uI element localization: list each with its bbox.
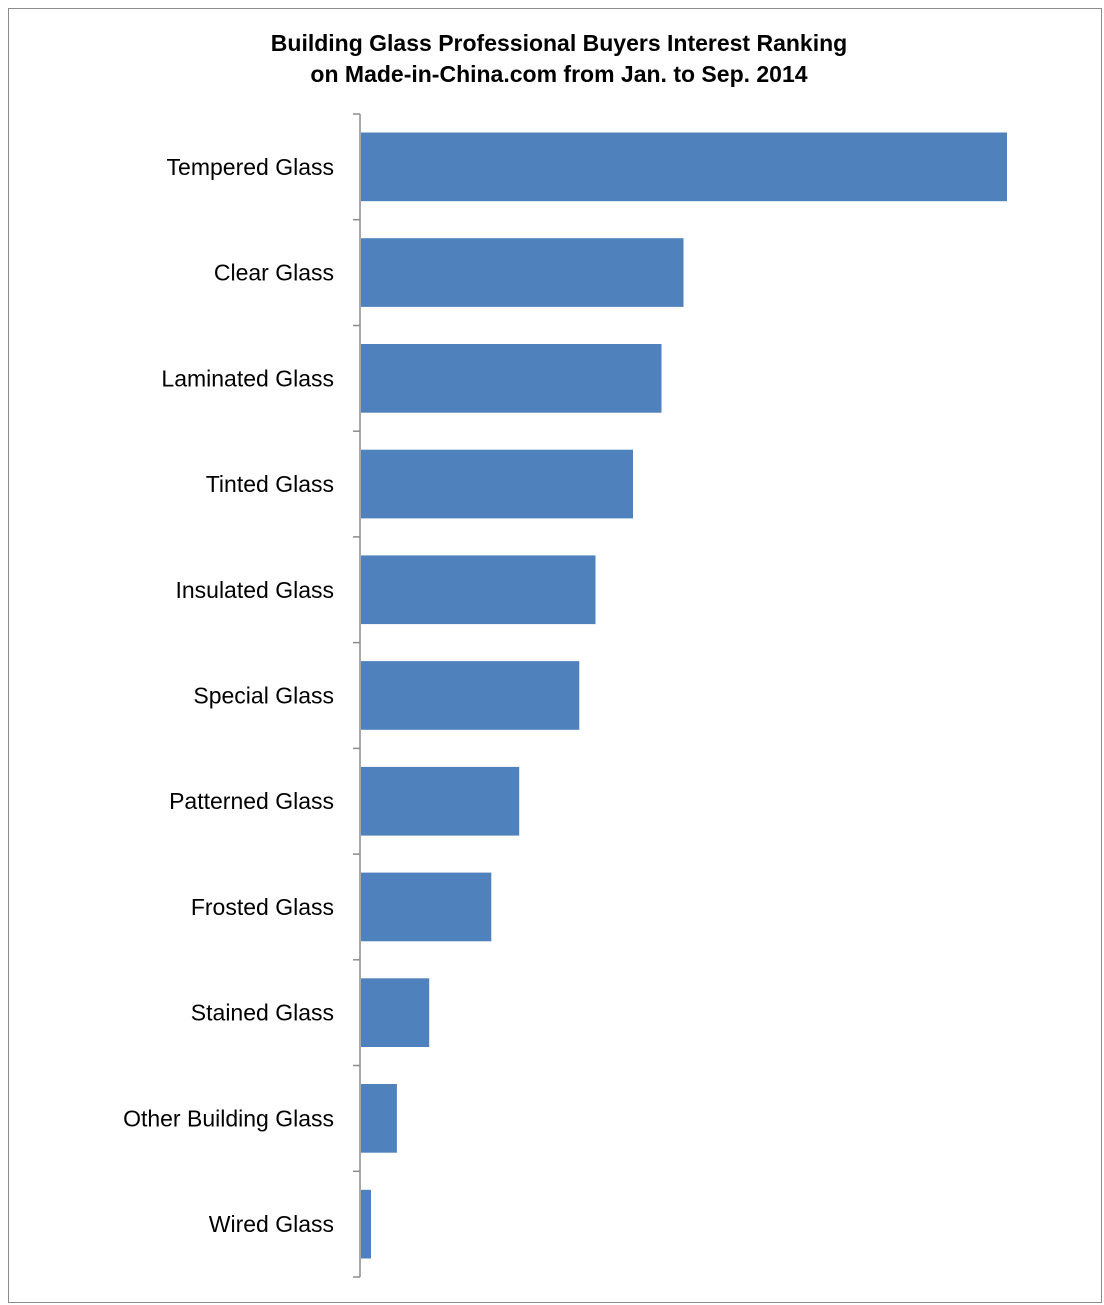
category-label: Frosted Glass <box>191 894 334 920</box>
bar-patterned-glass <box>361 766 520 836</box>
bar-special-glass <box>361 661 580 730</box>
chart-frame <box>8 8 1102 1303</box>
category-axis <box>353 113 361 1278</box>
bar-tempered-glass <box>361 132 1007 202</box>
category-label: Laminated Glass <box>161 365 334 391</box>
bars-layer <box>361 132 1007 1259</box>
bar-laminated-glass <box>361 344 662 413</box>
bar-insulated-glass <box>361 555 596 625</box>
chart-title-line-2: on Made-in-China.com from Jan. to Sep. 2… <box>310 61 807 87</box>
chart-title-line-1: Building Glass Professional Buyers Inter… <box>271 30 847 56</box>
category-label: Patterned Glass <box>169 788 334 814</box>
category-label: Tempered Glass <box>167 154 334 180</box>
category-label: Other Building Glass <box>123 1105 334 1131</box>
bar-clear-glass <box>361 238 684 307</box>
category-label: Special Glass <box>193 683 334 709</box>
category-labels: Tempered Glass Clear Glass Laminated Glass… <box>123 154 334 1237</box>
category-label: Insulated Glass <box>175 577 334 603</box>
bar-other-building-glass <box>361 1084 397 1153</box>
category-label: Clear Glass <box>214 260 334 286</box>
bar-tinted-glass <box>361 449 633 519</box>
category-label: Tinted Glass <box>206 471 334 497</box>
category-label: Wired Glass <box>209 1211 334 1237</box>
bar-stained-glass <box>361 978 430 1047</box>
category-label: Stained Glass <box>191 1000 334 1026</box>
bar-frosted-glass <box>361 872 492 942</box>
bar-wired-glass <box>361 1189 371 1259</box>
